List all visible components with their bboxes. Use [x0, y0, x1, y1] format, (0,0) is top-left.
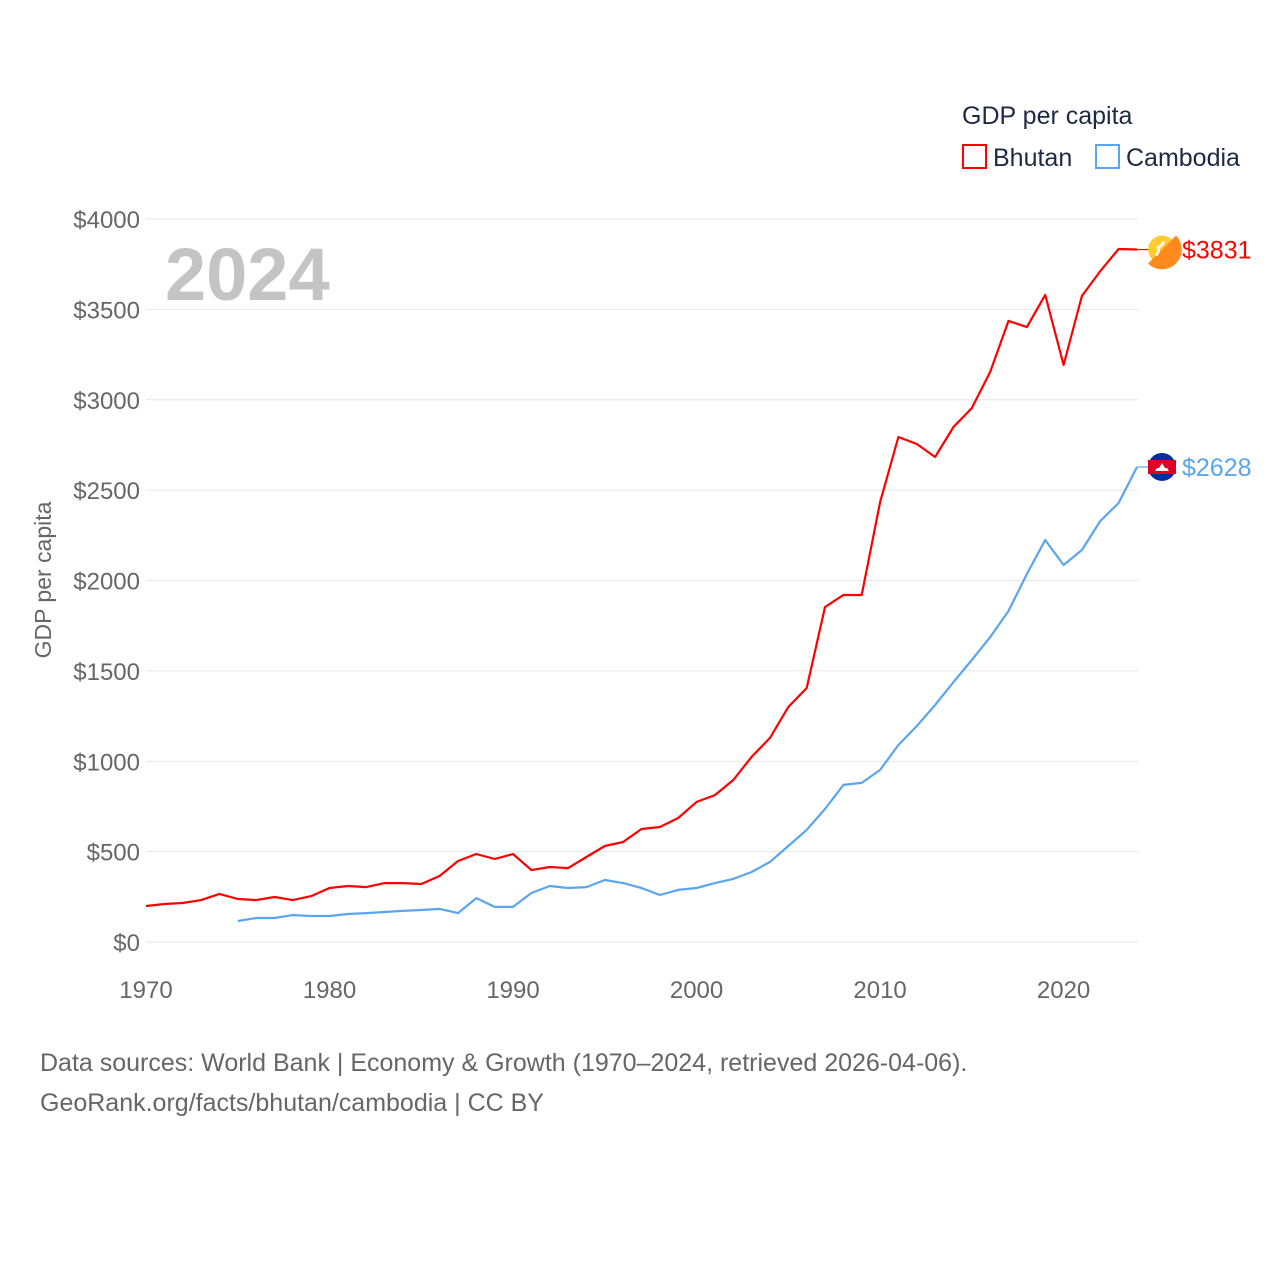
x-axis-ticks: 1970 1980 1990 2000 2010 2020: [119, 977, 1090, 1004]
y-tick-label: $500: [87, 840, 140, 867]
y-tick-label: $1500: [73, 659, 140, 686]
y-tick-label: $3000: [73, 388, 140, 415]
y-axis-label: GDP per capita: [30, 501, 56, 658]
series-lines: [145, 247, 1138, 923]
legend-label-bhutan: Bhutan: [993, 144, 1072, 172]
flag-half: [1148, 235, 1182, 270]
footer: Data sources: World Bank | Economy & Gro…: [40, 1043, 967, 1123]
y-tick-label: $1000: [73, 749, 140, 776]
flag-dragon: [1155, 240, 1166, 257]
legend-swatch-cambodia: [1095, 144, 1120, 169]
cambodia-flag-icon: [1148, 452, 1176, 481]
gridlines: [146, 218, 1138, 943]
y-tick-label: $2500: [73, 478, 140, 505]
y-tick-label: $0: [113, 930, 140, 957]
legend-item-cambodia[interactable]: Cambodia: [1095, 144, 1240, 172]
legend-item-bhutan[interactable]: Bhutan: [962, 144, 1072, 172]
legend-swatch-bhutan: [962, 144, 987, 169]
x-tick-label: 1980: [303, 977, 356, 1004]
x-tick-label: 2020: [1037, 977, 1090, 1004]
series-end-labels: $3831 $2628: [1137, 235, 1252, 482]
x-tick-label: 2010: [853, 977, 906, 1004]
y-tick-label: $2000: [73, 569, 140, 596]
y-axis-ticks: $0 $500 $1000 $1500 $2000 $2500 $3000 $3500 $400…: [73, 207, 140, 957]
flag-temple: [1155, 462, 1169, 471]
series-line-bhutan: [145, 247, 1138, 908]
series-line-cambodia: [237, 466, 1138, 923]
y-tick-label: $4000: [73, 207, 140, 234]
x-tick-label: 1990: [486, 977, 539, 1004]
legend-label-cambodia: Cambodia: [1126, 144, 1240, 172]
y-tick-label: $3500: [73, 297, 140, 324]
year-watermark: 2024: [165, 233, 330, 316]
end-value-label: $2628: [1182, 454, 1252, 482]
bhutan-flag-icon: [1148, 235, 1182, 270]
legend-title: GDP per capita: [962, 102, 1133, 130]
footer-sources: Data sources: World Bank | Economy & Gro…: [40, 1049, 968, 1077]
footer-credit: GeoRank.org/facts/bhutan/cambodia | CC B…: [40, 1089, 544, 1117]
end-value-label: $3831: [1182, 237, 1252, 265]
x-tick-label: 1970: [119, 977, 172, 1004]
x-tick-label: 2000: [670, 977, 723, 1004]
